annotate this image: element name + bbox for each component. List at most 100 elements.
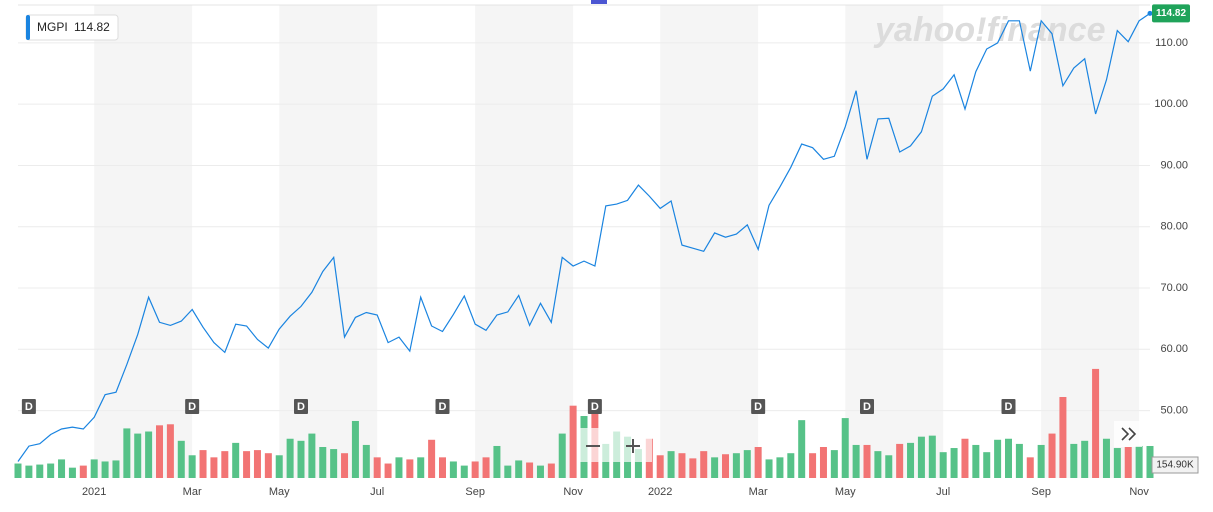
price-tag	[1152, 4, 1190, 23]
axis-area	[1150, 0, 1213, 512]
y-tick-label: 70.00	[1160, 282, 1188, 294]
dividend-marker	[435, 399, 450, 414]
volume-bar	[482, 457, 490, 478]
volume-bar	[1113, 448, 1121, 478]
volume-bar	[754, 447, 762, 478]
x-tick-label: Mar	[183, 486, 202, 498]
volume-bar	[841, 418, 849, 478]
volume-bar	[68, 467, 76, 478]
volume-bar	[667, 451, 675, 478]
x-tick-label: Mar	[749, 486, 768, 498]
volume-bar	[199, 450, 207, 478]
y-tick-label: 110.00	[1155, 37, 1188, 49]
volume-bar	[928, 435, 936, 478]
price-tag-label: 114.82	[1156, 8, 1186, 19]
volume-bar	[188, 455, 196, 478]
volume-bar	[536, 465, 544, 478]
volume-bar	[221, 451, 229, 478]
volume-bar	[504, 465, 512, 478]
volume-bar	[471, 461, 479, 478]
dividend-label: D	[25, 401, 33, 413]
volume-bar	[406, 459, 414, 478]
month-band	[279, 5, 378, 478]
volume-bar	[341, 453, 349, 478]
volume-bar	[809, 453, 817, 478]
volume-bar	[330, 449, 338, 478]
scroll-icon[interactable]	[1121, 427, 1137, 441]
volume-bar	[243, 451, 251, 478]
volume-bar	[787, 453, 795, 478]
volume-bar	[1037, 444, 1045, 478]
x-tick-label: Nov	[563, 486, 583, 498]
volume-bar	[743, 450, 751, 478]
price-line	[17, 12, 1151, 462]
volume-bar	[678, 453, 686, 478]
volume-bar	[417, 457, 425, 478]
x-tick-label: May	[269, 486, 290, 498]
dividend-label: D	[297, 401, 305, 413]
volume-bar	[156, 425, 163, 478]
volume-bar	[950, 448, 958, 478]
volume-bar	[994, 439, 1002, 478]
volume-bar	[798, 420, 806, 478]
volume-bar	[961, 438, 969, 478]
legend-swatch	[26, 15, 30, 40]
volume-bar	[830, 450, 838, 478]
dividend-label: D	[591, 401, 599, 413]
volume-bar	[1146, 445, 1154, 478]
y-tick-label: 60.00	[1160, 343, 1188, 355]
legend-value: 114.82	[74, 20, 110, 34]
volume-bar	[1081, 440, 1089, 478]
volume-bar	[732, 453, 740, 478]
volume-bar	[319, 447, 327, 478]
dividend-marker	[587, 399, 602, 414]
volume-bar	[253, 450, 261, 478]
legend: MGPI 114.82	[25, 14, 119, 41]
dividend-marker	[860, 399, 874, 414]
volume-bar	[308, 433, 316, 478]
y-tick-label: 90.00	[1160, 159, 1188, 171]
volume-bar	[395, 457, 403, 478]
month-band	[845, 5, 944, 478]
volume-bar	[351, 420, 359, 478]
dividend-marker	[294, 399, 308, 414]
range-handle[interactable]	[591, 0, 607, 4]
dividend-label: D	[863, 401, 871, 413]
volume-bar	[819, 447, 827, 478]
volume-bar	[90, 459, 98, 478]
x-tick-label: Jul	[370, 486, 384, 498]
dividend-label: D	[439, 401, 447, 413]
volume-bar	[526, 462, 534, 478]
volume-bar	[145, 431, 153, 478]
volume-bar	[25, 465, 33, 478]
volume-bar	[939, 452, 947, 478]
dividend-label: D	[1005, 401, 1013, 413]
volume-bar	[765, 459, 773, 478]
x-tick-label: 2021	[82, 486, 106, 498]
volume-bar	[177, 440, 185, 478]
volume-bar	[1124, 447, 1132, 478]
volume-bar	[428, 439, 436, 478]
volume-bar	[547, 463, 555, 478]
volume-bar	[286, 438, 294, 478]
volume-bar	[1005, 438, 1012, 478]
volume-bar	[112, 460, 120, 478]
scroll-button[interactable]	[1114, 421, 1142, 447]
volume-bar	[439, 457, 446, 478]
volume-bar	[264, 453, 272, 478]
y-tick-label: 50.00	[1160, 404, 1188, 416]
volume-bar	[972, 444, 980, 478]
x-tick-label: May	[835, 486, 856, 498]
y-tick-label: 80.00	[1160, 221, 1188, 233]
watermark: yahoo!finance	[873, 11, 1105, 49]
volume-bar	[101, 461, 109, 478]
volume-bar	[907, 442, 915, 478]
dividend-marker	[751, 399, 766, 414]
volume-bar	[460, 465, 468, 478]
volume-tag-label: 154.90K	[1156, 460, 1194, 471]
dividend-label: D	[188, 401, 196, 413]
volume-bar	[1026, 457, 1034, 478]
month-band	[1041, 5, 1140, 478]
month-band	[94, 5, 193, 478]
volume-bar	[1015, 443, 1023, 478]
